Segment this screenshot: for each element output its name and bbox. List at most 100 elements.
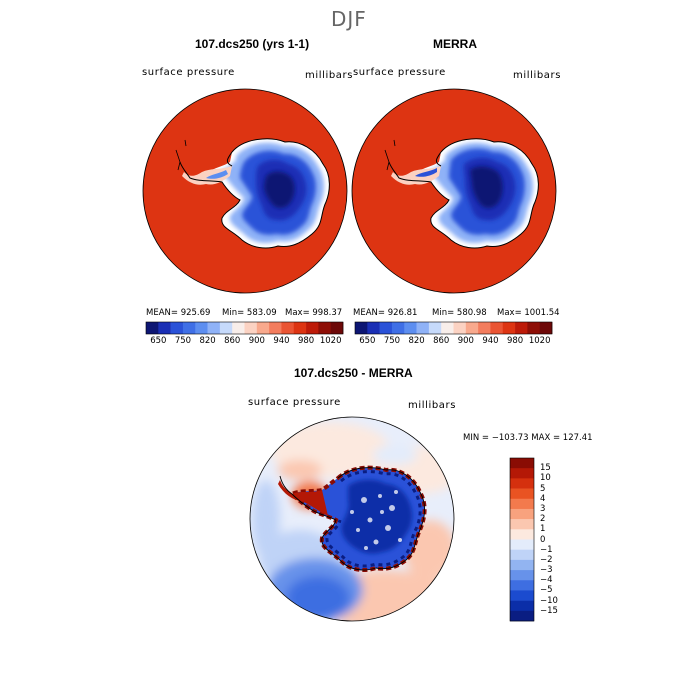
- panel1-colorbar: [145, 321, 344, 335]
- colorbar-swatch: [306, 322, 319, 334]
- colorbar-tick-label: 4: [540, 493, 546, 504]
- colorbar-tick-label: 650: [150, 336, 167, 346]
- difference-colorbar: [509, 457, 535, 622]
- colorbar-swatch: [510, 458, 534, 469]
- colorbar-swatch: [490, 322, 504, 334]
- colorbar-tick-label: −2: [540, 554, 553, 565]
- panel1-variable-label: surface pressure: [142, 67, 235, 78]
- colorbar-tick-label: 820: [408, 336, 425, 346]
- panel3-map: [250, 417, 454, 621]
- colorbar-swatch: [219, 322, 233, 334]
- colorbar-swatch: [510, 468, 534, 479]
- panel1-mean: MEAN= 925.69: [146, 308, 211, 318]
- colorbar-tick-label: 860: [224, 336, 241, 346]
- colorbar-swatch: [281, 322, 295, 334]
- colorbar-swatch: [510, 590, 534, 601]
- colorbar-swatch: [146, 322, 159, 334]
- colorbar-swatch: [404, 322, 417, 334]
- colorbar-swatch: [510, 498, 534, 510]
- panel2-colorbar: [354, 321, 553, 335]
- panel3-title: 107.dcs250 - MERRA: [294, 366, 413, 380]
- colorbar-swatch: [367, 322, 380, 334]
- panel2-variable-label: surface pressure: [353, 67, 446, 78]
- colorbar-tick-label: 820: [199, 336, 216, 346]
- colorbar-swatch: [170, 322, 184, 334]
- colorbar-swatch: [510, 600, 534, 612]
- colorbar-swatch: [510, 529, 534, 540]
- colorbar-swatch: [355, 322, 368, 334]
- colorbar-swatch: [391, 322, 405, 334]
- colorbar-swatch: [379, 322, 393, 334]
- colorbar-swatch: [232, 322, 245, 334]
- colorbar-tick-label: 5: [540, 483, 546, 494]
- colorbar-swatch: [244, 322, 258, 334]
- panel2-map: [352, 89, 556, 293]
- panel1-title: 107.dcs250 (yrs 1-1): [195, 37, 310, 51]
- colorbar-swatch: [195, 322, 208, 334]
- colorbar-swatch: [527, 322, 540, 334]
- colorbar-swatch: [428, 322, 442, 334]
- colorbar-swatch: [318, 322, 331, 334]
- panel1-max: Max= 998.37: [285, 308, 343, 318]
- colorbar-swatch: [182, 322, 196, 334]
- colorbar-tick-label: 650: [359, 336, 376, 346]
- colorbar-swatch: [453, 322, 467, 334]
- colorbar-swatch: [510, 508, 534, 520]
- colorbar-swatch: [441, 322, 454, 334]
- colorbar-tick-label: 980: [297, 336, 315, 346]
- panel2-mean: MEAN= 926.81: [353, 308, 418, 318]
- colorbar-tick-label: 1020: [528, 336, 551, 346]
- colorbar-swatch: [510, 488, 534, 500]
- colorbar-frame: [145, 321, 344, 335]
- colorbar-swatch: [256, 322, 270, 334]
- panel3-minmax: MIN = −103.73 MAX = 127.41: [463, 433, 593, 443]
- panel2-title: MERRA: [433, 37, 477, 51]
- panel3-units-label: millibars: [408, 400, 457, 411]
- colorbar-swatch: [510, 478, 534, 489]
- colorbar-tick-label: 2: [540, 514, 546, 525]
- colorbar-swatch: [158, 322, 171, 334]
- figure-title: DJF: [331, 7, 367, 31]
- colorbar-tick-label: −4: [540, 575, 553, 586]
- colorbar-tick-label: 15: [540, 463, 551, 474]
- colorbar-tick-label: 3: [540, 503, 546, 514]
- colorbar-swatch: [539, 322, 553, 334]
- colorbar-swatch: [478, 322, 491, 334]
- colorbar-swatch: [465, 322, 479, 334]
- colorbar-tick-label: 750: [383, 336, 401, 346]
- colorbar-frame: [509, 457, 535, 622]
- panel1-units-label: millibars: [305, 70, 354, 81]
- colorbar-tick-label: 1: [540, 524, 546, 535]
- colorbar-tick-label: 940: [482, 336, 499, 346]
- colorbar-tick-label: −10: [540, 595, 558, 606]
- colorbar-tick-label: 0: [540, 534, 546, 545]
- panel1-map: [143, 89, 347, 293]
- colorbar-swatch: [207, 322, 221, 334]
- colorbar-swatch: [502, 322, 516, 334]
- panel1-min: Min= 583.09: [222, 308, 277, 318]
- colorbar-swatch: [510, 580, 534, 591]
- colorbar-tick-label: 980: [506, 336, 524, 346]
- panel2-min: Min= 580.98: [432, 308, 487, 318]
- colorbar-tick-label: −15: [540, 605, 558, 616]
- colorbar-tick-label: 940: [273, 336, 290, 346]
- colorbar-tick-label: 900: [457, 336, 474, 346]
- colorbar-swatch: [269, 322, 282, 334]
- panel2-units-label: millibars: [513, 70, 562, 81]
- panel2-map-border: [351, 88, 557, 294]
- colorbar-tick-label: 1020: [319, 336, 342, 346]
- colorbar-swatch: [510, 610, 534, 622]
- panel3-variable-label: surface pressure: [248, 397, 341, 408]
- colorbar-tick-label: 860: [433, 336, 450, 346]
- colorbar-tick-label: −1: [540, 544, 553, 555]
- colorbar-tick-label: 10: [540, 473, 551, 484]
- colorbar-swatch: [510, 570, 534, 581]
- colorbar-swatch: [330, 322, 344, 334]
- colorbar-swatch: [293, 322, 307, 334]
- colorbar-tick-label: −5: [540, 585, 553, 596]
- panel1-map-border: [142, 88, 348, 294]
- colorbar-frame: [354, 321, 553, 335]
- colorbar-swatch: [510, 539, 534, 550]
- colorbar-tick-label: −3: [540, 565, 553, 576]
